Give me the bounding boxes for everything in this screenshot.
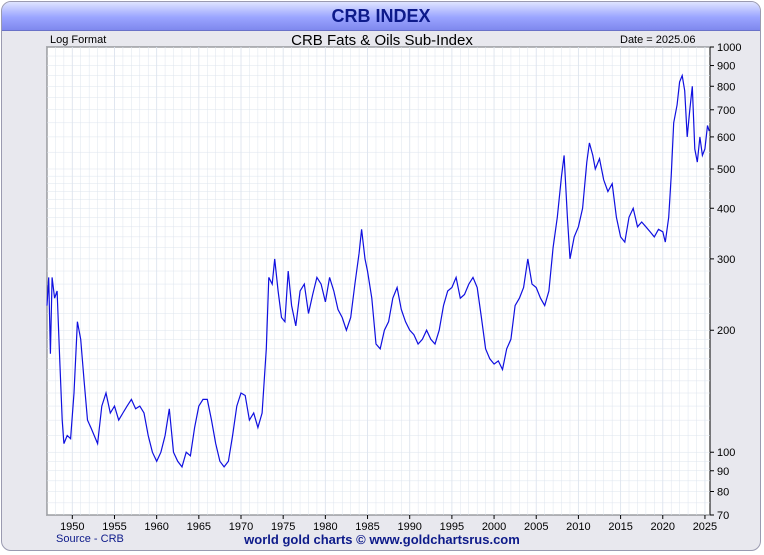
credit-label: world gold charts © www.goldchartsrus.co… bbox=[244, 532, 520, 547]
log-format-label: Log Format bbox=[50, 34, 107, 46]
x-tick-label: 1965 bbox=[187, 521, 211, 533]
y-tick-label: 80 bbox=[717, 486, 729, 498]
x-tick-label: 1970 bbox=[229, 521, 253, 533]
x-tick-label: 1995 bbox=[440, 521, 464, 533]
y-tick-label: 800 bbox=[717, 81, 735, 93]
x-tick-label: 1960 bbox=[144, 521, 168, 533]
x-tick-label: 2015 bbox=[608, 521, 632, 533]
x-tick-label: 1990 bbox=[397, 521, 421, 533]
x-tick-label: 2010 bbox=[566, 521, 590, 533]
title-bar: CRB INDEX bbox=[2, 2, 760, 31]
plot-area bbox=[46, 46, 711, 516]
y-tick-label: 1000 bbox=[717, 42, 741, 54]
x-tick-label: 2005 bbox=[524, 521, 548, 533]
y-tick-label: 700 bbox=[717, 105, 735, 117]
chart-title: CRB Fats & Oils Sub-Index bbox=[291, 32, 473, 49]
x-tick-label: 1980 bbox=[313, 521, 337, 533]
x-tick-label: 2000 bbox=[482, 521, 506, 533]
y-axis: 70 80 90 100 200 300 400 500 600 700 800 900 1000 bbox=[710, 42, 741, 522]
source-label: Source - CRB bbox=[56, 533, 124, 545]
grid bbox=[46, 46, 710, 516]
date-label: Date = 2025.06 bbox=[620, 34, 696, 46]
x-tick-label: 2025 bbox=[693, 521, 717, 533]
x-tick-label: 1975 bbox=[271, 521, 295, 533]
y-tick-label: 300 bbox=[717, 254, 735, 266]
y-tick-label: 90 bbox=[717, 466, 729, 478]
y-tick-label: 70 bbox=[717, 510, 729, 522]
y-tick-label: 600 bbox=[717, 132, 735, 144]
x-tick-label: 1950 bbox=[60, 521, 84, 533]
page-title: CRB INDEX bbox=[331, 6, 431, 26]
y-tick-label: 900 bbox=[717, 61, 735, 73]
x-axis: 1950 1955 1960 1965 1970 1975 1980 1985 1990 1995… bbox=[60, 515, 717, 533]
x-tick-label: 1955 bbox=[102, 521, 126, 533]
y-tick-label: 100 bbox=[717, 447, 735, 459]
x-tick-label: 1985 bbox=[355, 521, 379, 533]
y-tick-label: 500 bbox=[717, 164, 735, 176]
y-tick-label: 200 bbox=[717, 325, 735, 337]
series-line bbox=[46, 73, 710, 469]
x-tick-label: 2020 bbox=[651, 521, 675, 533]
y-tick-label: 400 bbox=[717, 203, 735, 215]
